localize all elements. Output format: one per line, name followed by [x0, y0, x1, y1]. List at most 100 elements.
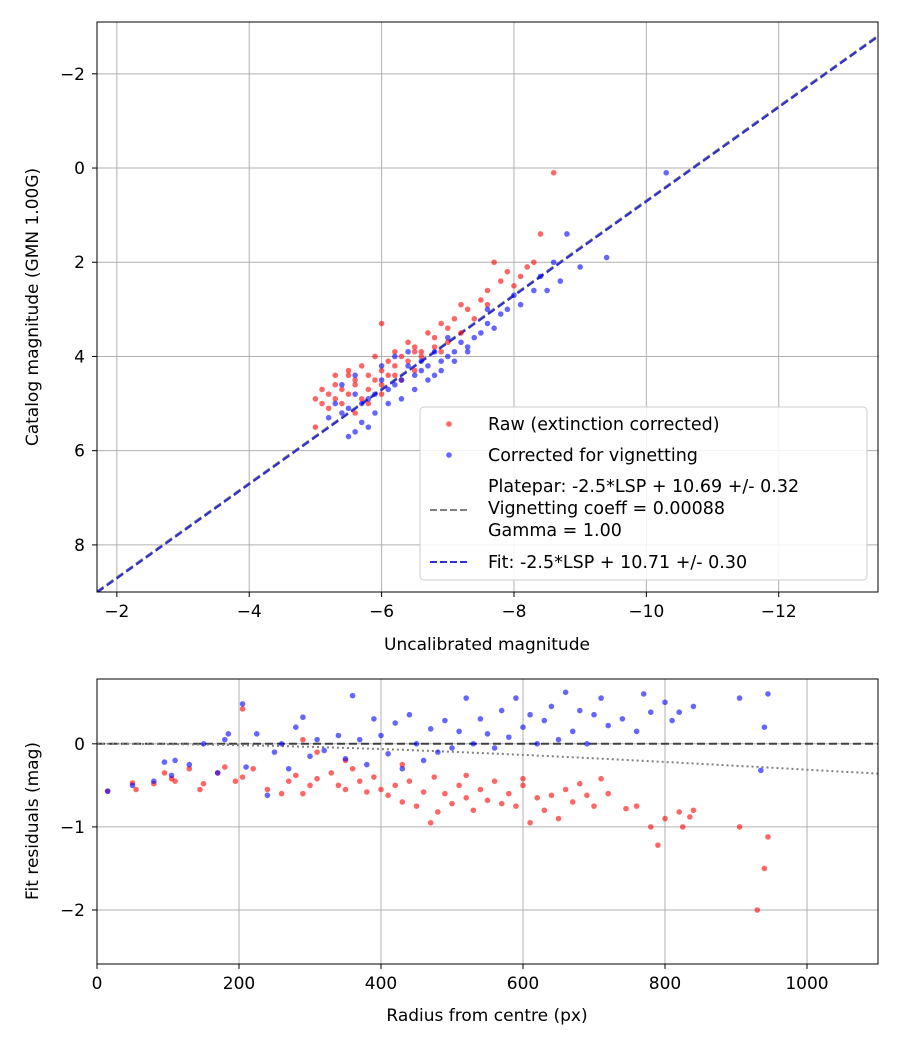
data-point-corrected [511, 292, 517, 299]
legend-label-platepar-line: Platepar: -2.5*LSP + 10.69 +/- 0.32 [488, 477, 799, 497]
data-point-raw [504, 268, 511, 275]
data-point-corrected [463, 695, 470, 701]
data-point-corrected [186, 761, 193, 768]
y-tick-label: 4 [74, 347, 85, 367]
legend: Raw (extinction corrected) Corrected for… [419, 406, 868, 581]
data-point-raw [531, 259, 537, 266]
data-point-raw [491, 259, 497, 266]
data-point-raw [264, 786, 271, 793]
data-point-raw [524, 264, 531, 270]
data-point-corrected [484, 731, 491, 737]
data-point-raw [332, 396, 339, 402]
data-point-corrected [352, 429, 358, 435]
data-point-raw [484, 287, 491, 294]
data-point-raw [765, 834, 771, 840]
data-point-corrected [172, 757, 178, 764]
data-point-corrected [534, 741, 540, 747]
x-tick-label: −4 [237, 602, 262, 622]
data-point-corrected [413, 741, 420, 747]
data-point-raw [399, 799, 406, 805]
data-point-corrected [307, 753, 313, 760]
data-point-raw [186, 765, 193, 772]
data-point-raw [754, 907, 761, 913]
data-point-corrected [438, 367, 444, 374]
data-point-raw [293, 772, 299, 779]
x-tick-label: −10 [628, 602, 664, 622]
data-point-raw [342, 786, 349, 793]
data-point-raw [577, 780, 583, 787]
data-point-corrected [577, 707, 583, 714]
data-point-raw [513, 803, 519, 809]
data-point-corrected [591, 711, 597, 718]
data-point-corrected [371, 716, 377, 722]
x-tick-label: −6 [369, 602, 394, 622]
data-point-raw [285, 778, 292, 785]
data-point-corrected [497, 311, 504, 317]
data-point-raw [687, 814, 693, 820]
legend-label-platepar-line: Vignetting coeff = 0.00088 [488, 499, 725, 519]
data-point-corrected [365, 424, 372, 430]
data-point-corrected [345, 405, 352, 412]
top-plot-frame [96, 21, 879, 593]
x-tick-label: 0 [92, 974, 103, 994]
data-point-corrected [129, 782, 136, 789]
data-point-raw [555, 815, 562, 822]
x-tick-label: 800 [649, 974, 681, 994]
y-tick-label: −1 [60, 818, 85, 838]
data-point-corrected [484, 320, 491, 327]
data-point-corrected [765, 691, 771, 697]
data-point-raw [676, 809, 682, 815]
y-tick-label: 0 [74, 735, 85, 755]
data-point-raw [438, 348, 444, 355]
data-point-raw [325, 391, 332, 397]
legend-entry-corrected: Corrected for vignetting [446, 446, 698, 466]
data-point-corrected [548, 703, 555, 710]
bottom-ticks: 0 200 400 600 800 1000 0 −1 −2 [60, 735, 829, 994]
data-point-raw [385, 358, 392, 364]
data-point-corrected [504, 306, 511, 313]
data-point-raw [662, 815, 668, 822]
data-point-raw [633, 803, 640, 809]
data-point-raw [365, 400, 372, 407]
data-point-raw [464, 306, 471, 313]
data-point-raw [239, 706, 246, 712]
data-point-raw [371, 774, 377, 780]
data-point-corrected [520, 724, 526, 730]
data-point-corrected [663, 169, 670, 176]
data-point-corrected [378, 377, 385, 383]
data-point-corrected [345, 433, 352, 440]
data-point-corrected [253, 731, 260, 737]
data-point-corrected [470, 741, 477, 747]
data-point-raw [339, 386, 345, 393]
data-point-raw [239, 774, 246, 780]
data-point-raw [392, 348, 398, 355]
data-point-raw [470, 807, 477, 814]
data-point-raw [431, 334, 438, 341]
data-point-raw [425, 330, 431, 336]
data-point-corrected [431, 348, 438, 355]
data-point-corrected [491, 325, 497, 331]
data-point-raw [399, 761, 406, 768]
data-point-corrected [314, 736, 320, 743]
data-point-raw [392, 372, 398, 379]
data-point-corrected [356, 736, 363, 743]
data-point-corrected [498, 707, 505, 714]
data-point-raw [605, 790, 611, 797]
data-point-corrected [378, 363, 385, 369]
data-point-corrected [325, 414, 332, 421]
data-point-raw [335, 782, 342, 789]
data-point-raw [314, 775, 320, 782]
data-point-raw [405, 339, 411, 346]
data-point-raw [458, 330, 464, 336]
data-point-corrected [513, 695, 519, 701]
bottom-grid [96, 679, 878, 964]
legend-label-platepar-line: Gamma = 1.00 [488, 521, 622, 541]
data-point-raw [372, 353, 378, 360]
top-fit-lines [97, 34, 878, 592]
data-point-raw [378, 786, 384, 793]
data-point-corrected [339, 381, 345, 388]
data-point-corrected [425, 363, 431, 369]
data-point-corrected [161, 759, 168, 765]
data-point-corrected [562, 689, 569, 696]
